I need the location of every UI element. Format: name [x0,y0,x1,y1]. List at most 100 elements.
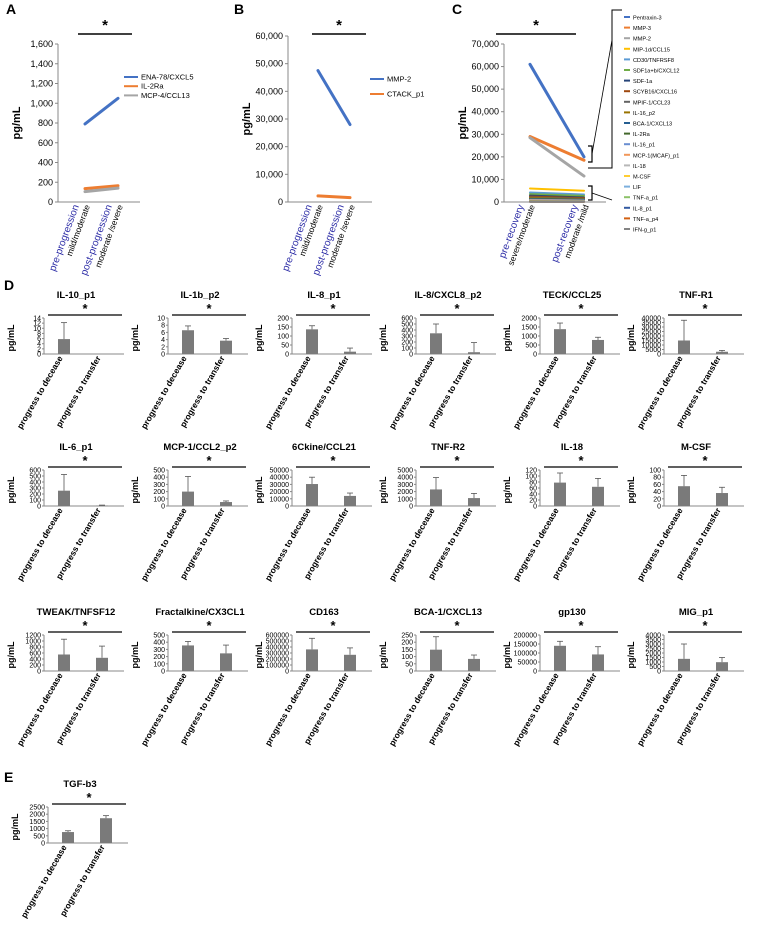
chart-title: BCA-1/CXCL13 [414,607,482,618]
y-tick-label: 1500 [645,655,661,662]
y-tick-label: 1,600 [30,39,53,49]
chart-title: IL-8/CXCL8_p2 [414,290,481,301]
y-tick-label: 20 [529,498,537,505]
legend-label: TNF-a_p1 [633,196,658,202]
bar [554,645,566,671]
y-tick-label: 10000 [270,496,290,503]
bar [678,340,690,354]
bar [306,649,318,671]
y-tick-label: 600000 [266,633,289,640]
significance-star: * [336,17,342,34]
bar [220,340,232,354]
y-axis-label: pg/mL [11,106,23,139]
y-tick-label: 0 [657,504,661,511]
significance-star: * [82,453,88,468]
series-line [83,184,120,191]
significance-star: * [578,301,584,316]
y-tick-label: 1,200 [30,79,53,89]
y-tick-label: 0 [533,504,537,511]
series-line [83,186,120,194]
series-line [529,191,585,196]
significance-star: * [206,618,212,633]
bar [468,352,480,354]
y-tick-label: 300000 [266,651,289,658]
y-tick-label: 100 [29,498,41,505]
legend-label: MCP-1(MCAF)_p1 [633,153,679,159]
y-tick-label: 100 [401,654,413,661]
y-tick-label: 1500 [29,819,45,826]
series-line [316,194,352,200]
y-tick-label: 2000 [645,651,661,658]
y-axis-label: pg/mL [130,641,140,668]
y-tick-label: 30,000 [255,114,283,124]
y-axis-label: pg/mL [6,324,16,351]
significance-star: * [102,17,108,34]
significance-star: * [578,618,584,633]
y-tick-label: 0 [657,352,661,359]
y-tick-label: 25000 [642,329,662,336]
significance-star: * [454,453,460,468]
y-tick-label: 60,000 [255,31,283,41]
y-axis-label: pg/mL [378,476,388,503]
bar [554,329,566,354]
y-tick-label: 80 [653,475,661,482]
bar [430,649,442,671]
y-tick-label: 0 [409,504,413,511]
bar [716,662,728,671]
y-tick-label: 50 [405,661,413,668]
y-tick-label: 2 [161,344,165,351]
legend-label: IL-8_p1 [633,206,652,212]
chart-title: IL-1b_p2 [180,290,219,301]
legend-label: ENA-78/CXCL5 [141,73,194,82]
y-axis-label: pg/mL [378,324,388,351]
y-tick-label: 200 [277,316,289,323]
y-tick-label: 500 [401,322,413,329]
y-tick-label: 0 [37,352,41,359]
y-tick-label: 1000 [25,639,41,646]
y-tick-label: 500 [153,633,165,640]
y-tick-label: 20,000 [471,152,499,162]
significance-star: * [533,17,539,34]
y-tick-label: 20000 [642,334,662,341]
bar [58,339,70,354]
y-axis-label: pg/mL [626,641,636,668]
series-line [83,96,120,126]
y-tick-label: 100000 [266,663,289,670]
y-tick-label: 120 [525,468,537,475]
y-tick-label: 4 [37,341,41,348]
chart-title: TWEAK/TNFSF12 [37,607,116,618]
y-tick-label: 10000 [642,343,662,350]
y-tick-label: 1,400 [30,59,53,69]
series-line [316,69,352,127]
y-tick-label: 0 [533,352,537,359]
y-tick-label: 0 [37,669,41,676]
significance-star: * [702,301,708,316]
legend-label: MMP-3 [633,26,651,32]
y-tick-label: 600 [29,468,41,475]
bar [96,657,108,671]
y-tick-label: 3000 [645,642,661,649]
bar [220,653,232,671]
y-tick-label: 0 [37,504,41,511]
y-tick-label: 200 [401,340,413,347]
bar [182,645,194,671]
y-tick-label: 600 [38,138,53,148]
y-tick-label: 1000 [521,334,537,341]
bar [430,333,442,354]
y-tick-label: 1200 [25,633,41,640]
y-tick-label: 0 [285,669,289,676]
y-tick-label: 10 [157,316,165,323]
chart-title: 6Ckine/CCL21 [292,442,357,453]
legend-label: IL-2Ra [633,132,651,138]
y-tick-label: 15000 [642,338,662,345]
y-tick-label: 100000 [514,651,537,658]
bar [716,351,728,354]
y-tick-label: 800 [38,118,53,128]
panel-a: 02004006008001,0001,2001,4001,600pg/mL*p… [11,17,194,277]
y-axis-label: pg/mL [6,476,16,503]
legend-bracket [588,9,622,169]
y-tick-label: 12 [33,321,41,328]
y-tick-label: 10 [33,326,41,333]
chart-title: M-CSF [681,442,711,453]
